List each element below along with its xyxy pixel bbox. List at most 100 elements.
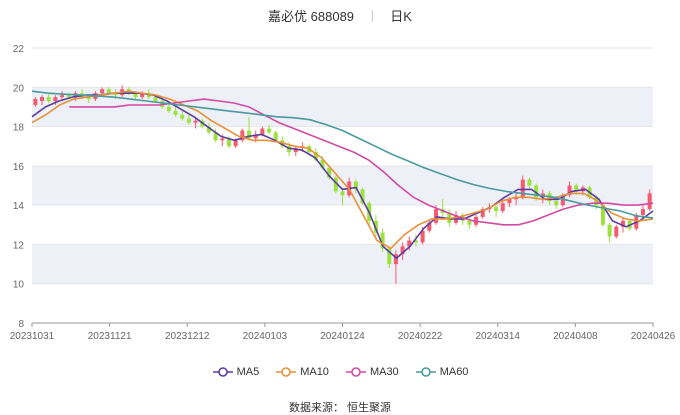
legend-marker	[212, 367, 233, 377]
candle-body	[220, 138, 225, 141]
candle-body	[66, 95, 71, 98]
legend-label: MA30	[369, 366, 399, 378]
chart-legend: MA5 MA10 MA30 MA60	[0, 366, 680, 378]
candle-body	[620, 220, 625, 227]
candle-body	[140, 93, 145, 98]
candle-body	[567, 185, 572, 196]
candle-body	[333, 177, 338, 192]
legend-marker	[276, 367, 297, 377]
y-tick-label: 16	[13, 162, 25, 173]
candle-body	[173, 110, 178, 115]
candle-body	[527, 179, 532, 186]
candle-body	[607, 224, 612, 237]
candle-body	[360, 189, 365, 204]
candle-body	[600, 205, 605, 225]
candle-body	[413, 240, 418, 243]
source-name: 恒生聚源	[347, 402, 392, 414]
candle-body	[387, 248, 392, 265]
series-line-ma60	[31, 90, 654, 219]
x-tick-label: 20231121	[88, 331, 132, 342]
candle-body	[86, 97, 91, 100]
candle-body	[133, 93, 138, 98]
legend-item-ma30[interactable]: MA30	[345, 366, 399, 378]
grid-band	[32, 244, 653, 284]
x-tick-label: 20240103	[243, 331, 288, 342]
candle-body	[327, 167, 332, 178]
candle-body	[380, 232, 385, 249]
candle-body	[33, 99, 38, 105]
legend-item-ma5[interactable]: MA5	[212, 366, 259, 378]
candle-body	[647, 193, 652, 210]
candle-body	[247, 130, 252, 139]
candle-body	[400, 246, 405, 255]
candle-body	[353, 181, 358, 190]
candle-body	[287, 146, 292, 153]
candle-body	[560, 195, 565, 206]
candle-body	[60, 95, 65, 98]
candle-body	[293, 148, 298, 153]
candle-body	[480, 209, 485, 217]
candle-body	[260, 128, 265, 135]
candle-body	[193, 120, 198, 123]
y-tick-label: 20	[13, 83, 25, 94]
candle-body	[500, 203, 505, 212]
series-line-ma10	[31, 90, 654, 250]
candle-body	[520, 179, 525, 198]
data-source: 数据来源： 恒生聚源	[0, 399, 680, 415]
candle-body	[313, 152, 318, 160]
candle-body	[514, 197, 519, 200]
candle-body	[53, 97, 58, 102]
x-tick-label: 20231212	[165, 331, 210, 342]
candle-body	[420, 230, 425, 243]
candle-body	[180, 114, 185, 119]
candle-body	[467, 220, 472, 225]
candlestick-chart: 8 10 12 14 16 18 20 22 20231031 20231121 20231212 2…	[10, 44, 676, 342]
candle-body	[206, 126, 211, 133]
y-tick-label: 10	[13, 280, 25, 291]
candle-body	[153, 97, 158, 102]
candle-body	[640, 209, 645, 215]
y-tick-label: 12	[13, 240, 25, 251]
candle-body	[267, 128, 272, 133]
y-tick-label: 22	[13, 44, 25, 55]
candle-body	[554, 201, 559, 206]
candle-body	[433, 209, 438, 223]
x-tick-label: 20240222	[398, 331, 443, 342]
candle-body	[507, 199, 512, 204]
source-label: 数据来源：	[288, 402, 344, 414]
y-tick-label: 14	[13, 201, 25, 212]
chart-title: 嘉必优 688089 日K	[0, 6, 680, 25]
candle-body	[213, 132, 218, 141]
candle-body	[427, 222, 432, 231]
candle-body	[273, 132, 278, 141]
candle-body	[46, 97, 51, 102]
stock-code: 688089	[310, 9, 355, 24]
candle-body	[106, 89, 111, 94]
x-tick-label: 20240314	[476, 331, 521, 342]
candle-body	[407, 240, 412, 247]
candle-body	[614, 226, 619, 237]
legend-label: MA60	[439, 366, 469, 378]
candle-body	[253, 134, 258, 139]
candle-body	[100, 89, 105, 94]
legend-item-ma10[interactable]: MA10	[275, 366, 329, 378]
legend-item-ma60[interactable]: MA60	[415, 366, 469, 378]
candle-body	[494, 207, 499, 212]
series-line-ma5	[31, 92, 654, 260]
candle-body	[574, 185, 579, 192]
x-tick-label: 20240124	[320, 331, 365, 342]
candle-body	[240, 130, 245, 141]
title-divider	[371, 10, 373, 22]
x-tick-label: 20231031	[10, 331, 55, 342]
candle-body	[393, 254, 398, 265]
legend-label: MA10	[300, 366, 329, 378]
candle-body	[113, 93, 118, 96]
candle-body	[534, 185, 539, 198]
period-label: 日K	[390, 9, 412, 24]
stock-name: 嘉必优	[268, 9, 308, 24]
candle-body	[226, 138, 231, 147]
y-tick-label: 18	[13, 123, 25, 134]
candle-body	[166, 106, 171, 111]
candle-body	[320, 159, 325, 168]
x-tick-label: 20240426	[631, 331, 676, 342]
